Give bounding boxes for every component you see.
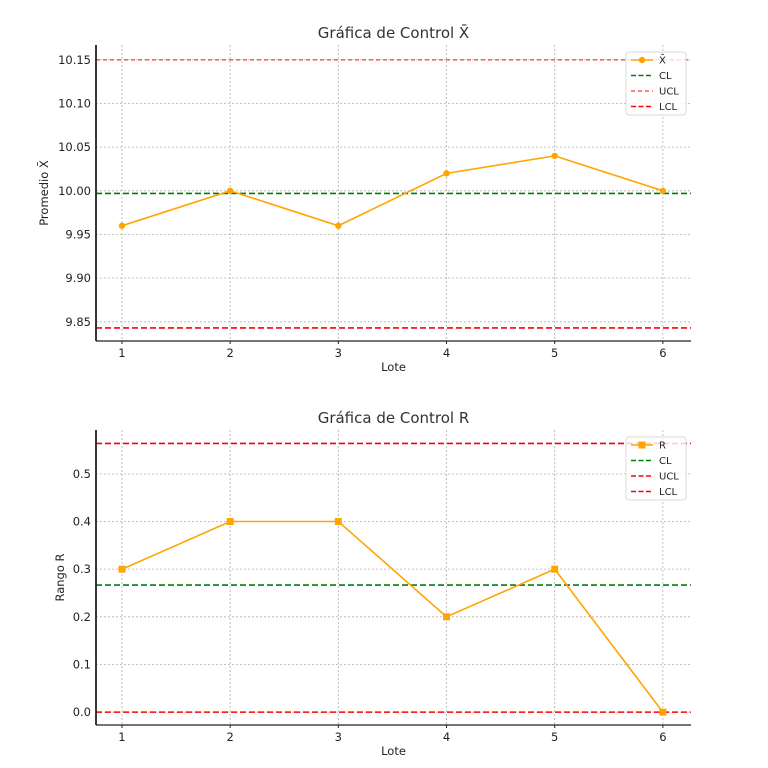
y-tick-label: 0.2 [73,610,91,624]
x-tick-label: 1 [118,346,125,360]
data-series-line [121,155,664,227]
svg-text:LCL: LCL [659,487,678,498]
x-tick-label: 3 [335,730,342,744]
data-point [118,565,126,573]
y-tick-label: 0.5 [73,467,91,481]
grid [96,430,691,725]
y-tick-label: 9.85 [65,315,91,329]
y-tick-label: 0.1 [73,657,91,671]
legend-item-r: R [631,441,666,452]
legend: X̄ CL UCL LCL [625,51,687,116]
y-tick-label: 10.05 [58,140,91,154]
svg-text:CL: CL [659,71,672,82]
data-point [659,187,667,195]
y-tick-label: 10.00 [58,184,91,198]
data-point [118,222,126,229]
chart-range: Gráfica de Control R 1 2 3 4 5 6 0.0 0.1 0.2 0.3 0.… [53,409,691,758]
data-point [334,518,342,526]
data-series-line [121,520,664,713]
data-point [659,708,667,716]
y-tick-label: 0.0 [73,705,91,719]
chart-title: Gráfica de Control R [318,409,470,427]
x-tick-label: 2 [226,730,233,744]
x-tick-label: 4 [443,730,450,744]
x-tick-label: 3 [335,346,342,360]
data-point [551,565,559,573]
chart-title: Gráfica de Control X̄ [318,23,469,42]
y-axis-label: Rango R [53,553,67,601]
data-point [443,170,450,177]
svg-text:LCL: LCL [659,102,678,113]
svg-text:UCL: UCL [659,87,679,98]
legend-item-lcl: LCL [631,487,678,498]
svg-text:UCL: UCL [659,472,679,483]
x-tick-label: 6 [659,346,666,360]
data-point [443,613,451,621]
y-tick-label: 10.15 [58,53,91,67]
data-point [335,222,342,229]
data-point [226,187,234,195]
x-tick-label: 1 [118,730,125,744]
legend-item-lcl: LCL [631,102,678,113]
legend-item-x: X̄ [631,54,666,67]
x-tick-label: 5 [551,730,558,744]
svg-text:R: R [659,441,666,452]
legend-item-ucl: UCL [631,472,679,483]
x-tick-label: 5 [551,346,558,360]
y-tick-label: 9.95 [65,227,91,241]
legend-item-cl: CL [631,456,672,467]
x-tick-label: 4 [443,346,450,360]
x-tick-label: 6 [659,730,666,744]
legend: R CL UCL LCL [625,436,687,501]
chart-xbar: Gráfica de Control X̄ 1 2 3 4 5 6 9.85 9.90 9.95 1… [37,23,691,374]
data-point [551,152,558,160]
y-tick-label: 9.90 [65,271,91,285]
y-tick-label: 0.4 [73,515,91,529]
y-tick-label: 0.3 [73,562,91,576]
x-axis-label: Lote [381,360,406,374]
svg-text:X̄: X̄ [659,54,666,67]
x-tick-label: 2 [226,346,233,360]
svg-text:CL: CL [659,456,672,467]
data-point [226,518,234,526]
legend-item-cl: CL [631,71,672,82]
x-axis-label: Lote [381,744,406,758]
y-tick-label: 10.10 [58,97,91,111]
y-axis-label: Promedio X̄ [37,160,51,226]
legend-item-ucl: UCL [631,87,679,98]
